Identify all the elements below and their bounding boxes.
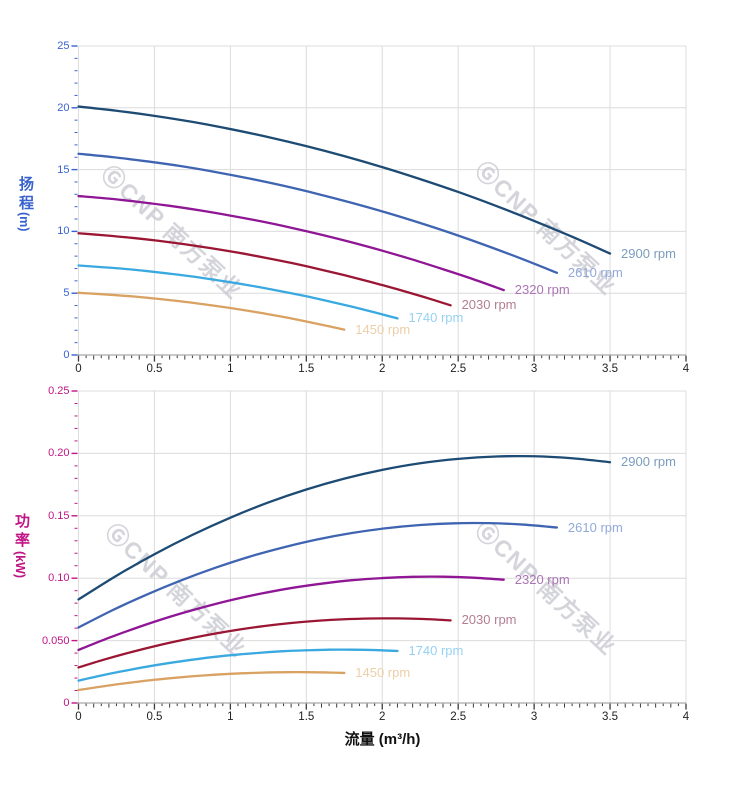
- pump-curve-2030-rpm: [77, 617, 452, 669]
- pump-curve-2320-rpm: [77, 575, 505, 652]
- pump-curve-1740-rpm: [77, 648, 399, 682]
- pump-curve-2030-rpm: [77, 232, 452, 307]
- pump-curve-2900-rpm: [77, 105, 612, 255]
- pump-curve-2320-rpm: [77, 194, 505, 292]
- pump-curve-1450-rpm: [77, 291, 346, 331]
- pump-curve-1450-rpm: [77, 670, 346, 692]
- pump-curve-2610-rpm: [77, 521, 559, 629]
- pump-curve-1740-rpm: [77, 264, 399, 320]
- pump-curve-2610-rpm: [77, 152, 559, 274]
- pump-curve-2900-rpm: [77, 454, 612, 601]
